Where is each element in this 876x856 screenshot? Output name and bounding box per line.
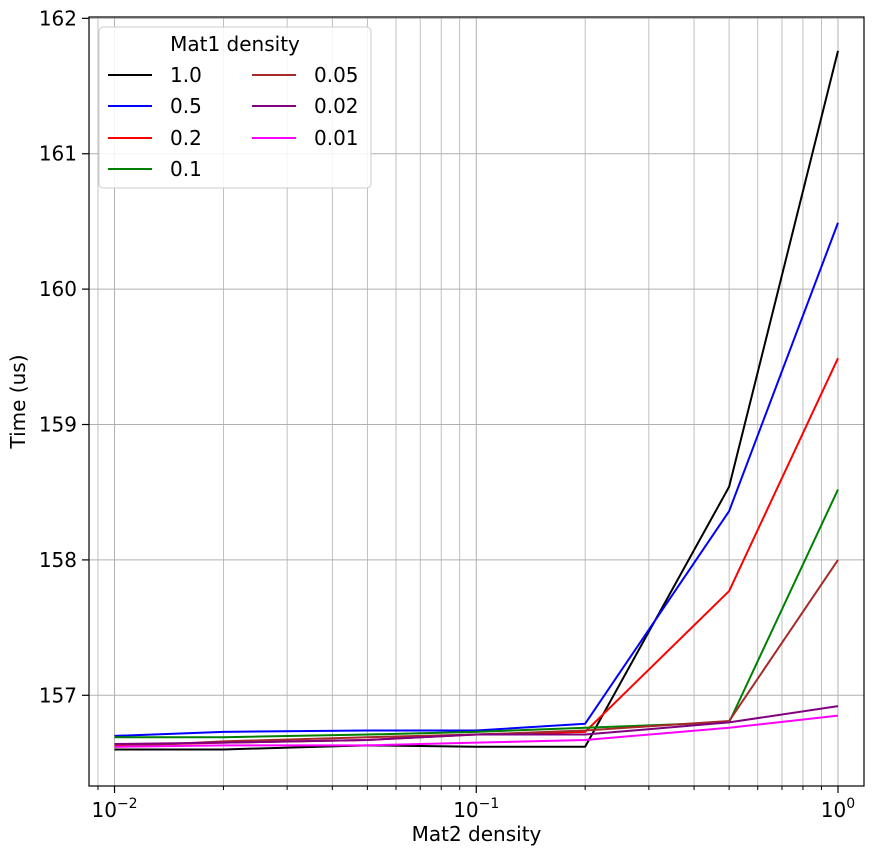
y-tick-label: 159: [39, 413, 77, 437]
y-tick-label: 158: [39, 548, 77, 572]
legend-label-0.2: 0.2: [170, 126, 202, 150]
legend-label-0.05: 0.05: [314, 63, 359, 87]
series-line-0.01: [114, 714, 839, 748]
legend-box: [98, 26, 372, 189]
series-lines: [114, 50, 839, 751]
series-line-0.02: [114, 705, 839, 746]
legend: Mat1 density 1.0 0.5 0.2 0.1 0.05 0.02 0.01: [98, 26, 372, 189]
x-tick-label: 10−1: [453, 796, 499, 822]
series-line-0.5: [114, 222, 839, 737]
y-tick-label: 162: [39, 6, 77, 30]
y-tick-label: 161: [39, 142, 77, 166]
legend-label-1.0: 1.0: [170, 63, 202, 87]
y-axis-title: Time (us): [6, 354, 30, 449]
legend-label-0.1: 0.1: [170, 157, 202, 181]
legend-label-0.01: 0.01: [314, 126, 359, 150]
y-tick-label: 157: [39, 683, 77, 707]
x-tick-label: 10−2: [91, 796, 137, 822]
legend-label-0.02: 0.02: [314, 94, 359, 118]
series-line-1.0: [114, 50, 839, 751]
legend-label-0.5: 0.5: [170, 94, 202, 118]
x-tick-label: 100: [821, 796, 855, 822]
x-axis-title: Mat2 density: [412, 822, 542, 846]
axis-ticks: 10−2 10−1 100 157 158 159 160 161 162: [39, 6, 855, 822]
legend-title: Mat1 density: [170, 32, 300, 56]
y-tick-label: 160: [39, 277, 77, 301]
